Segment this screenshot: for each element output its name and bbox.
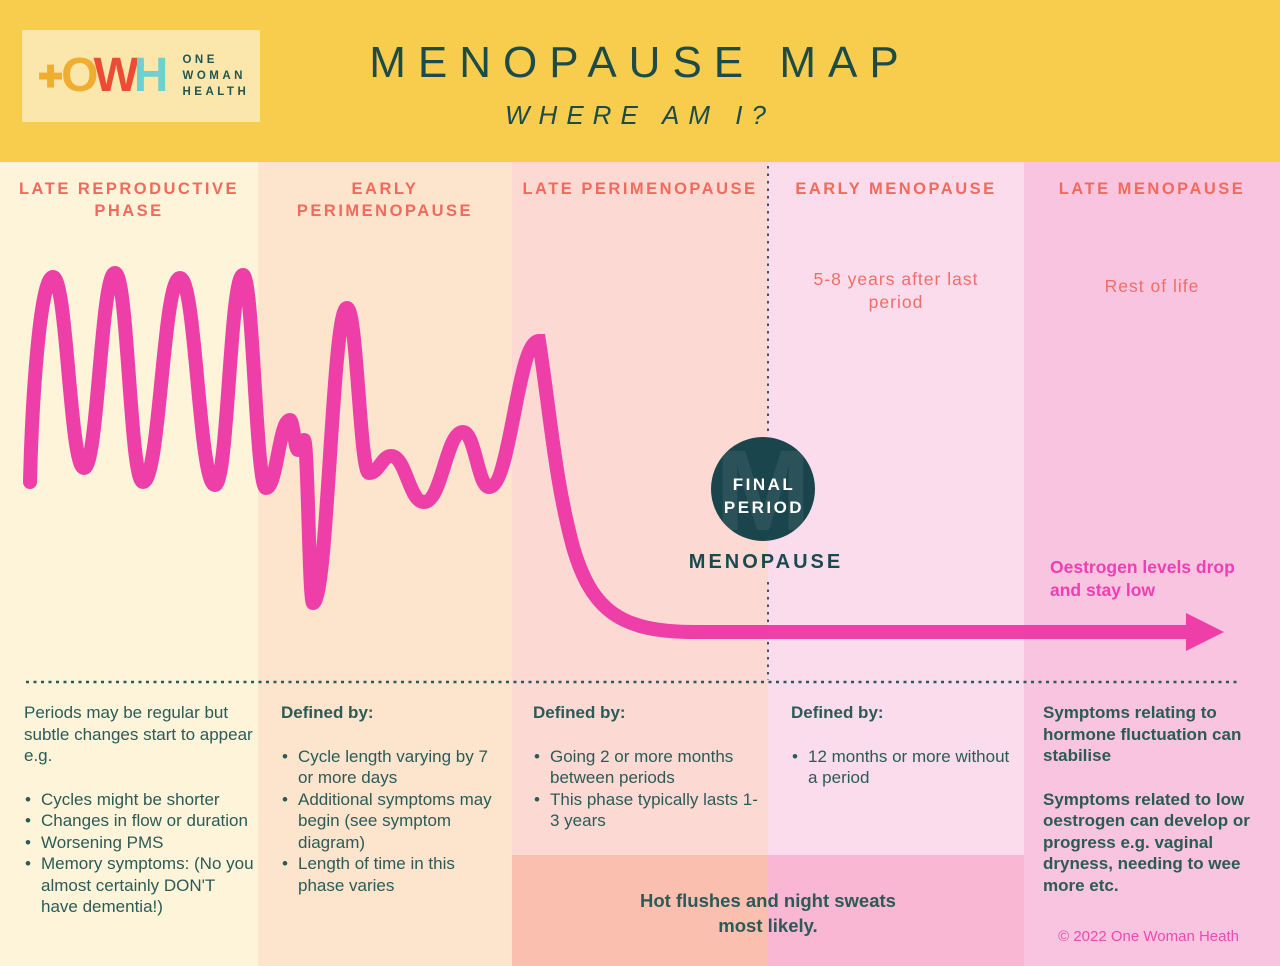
logo-word-woman: WOMAN — [182, 70, 246, 82]
late-menopause-description: Symptoms relating to hormone fluctuation… — [1043, 702, 1267, 918]
column-late-menopause — [1024, 162, 1280, 966]
hot-flushes-text: Hot flushes and night sweats most likely… — [640, 890, 896, 936]
phase-title-early-menopause: EARLY MENOPAUSE — [795, 180, 997, 198]
late-menopause-duration-note: Rest of life — [1104, 276, 1200, 296]
late-menopause-paragraph: Symptoms related to low oestrogen can de… — [1043, 789, 1250, 895]
phase-title-late-reproductive: LATE REPRODUCTIVE PHASE — [18, 180, 240, 220]
hot-flushes-band-right — [768, 855, 1024, 966]
final-period-watermark: M — [715, 427, 811, 555]
early-perimenopause-bullet-list: Cycle length varying by 7 or more days A… — [281, 746, 505, 897]
bullet-item: Memory symptoms: (No you almost certainl… — [24, 853, 254, 918]
early-menopause-bullet-list: 12 months or more without a period — [791, 746, 1015, 789]
bullet-item: Length of time in this phase varies — [281, 853, 505, 896]
early-perimenopause-description: Defined by: Cycle length varying by 7 or… — [281, 702, 505, 896]
menopause-label: MENOPAUSE — [689, 551, 843, 573]
logo-letter-o: O — [61, 49, 98, 102]
wave-arrowhead — [1186, 613, 1224, 651]
late-menopause-paragraph: Symptoms relating to hormone fluctuation… — [1043, 703, 1242, 765]
late-perimenopause-description: Defined by: Going 2 or more months betwe… — [533, 702, 761, 832]
column-late-perimenopause — [512, 162, 768, 966]
bullet-item: Changes in flow or duration — [24, 810, 254, 832]
bullet-item: Cycles might be shorter — [24, 789, 254, 811]
phase-title-late-perimenopause: LATE PERIMENOPAUSE — [522, 180, 758, 198]
bullet-item: This phase typically lasts 1-3 years — [533, 789, 761, 832]
logo-wordmark: ONE WOMAN HEALTH — [182, 54, 249, 98]
final-period-circle — [711, 437, 815, 541]
oestrogen-note: Oestrogen levels drop and stay low — [1050, 557, 1235, 600]
early-menopause-duration-note: 5-8 years after last period — [813, 269, 979, 312]
phase-title-late-menopause: LATE MENOPAUSE — [1058, 180, 1246, 198]
female-symbol-icon: ✚ — [38, 61, 64, 94]
hot-flushes-band-left — [512, 855, 768, 966]
defined-by-heading: Defined by: — [791, 703, 884, 722]
one-woman-health-logo: ✚ O W H ONE WOMAN HEALTH — [22, 30, 260, 122]
page-subtitle: WHERE AM I? — [505, 100, 775, 130]
defined-by-heading: Defined by: — [281, 703, 374, 722]
hot-flushes-note: Hot flushes and night sweats most likely… — [512, 888, 1024, 938]
title-block: MENOPAUSE MAP WHERE AM I? — [0, 38, 1280, 131]
logo-word-one: ONE — [182, 54, 218, 66]
page-title: MENOPAUSE MAP — [369, 38, 911, 87]
defined-by-heading: Defined by: — [533, 703, 626, 722]
logo-letter-w: W — [93, 49, 138, 102]
late-reproductive-intro: Periods may be regular but subtle change… — [24, 703, 253, 765]
early-menopause-description: Defined by: 12 months or more without a … — [791, 702, 1015, 789]
late-reproductive-description: Periods may be regular but subtle change… — [24, 702, 254, 918]
final-period-label-line1: FINAL — [733, 475, 796, 494]
column-early-menopause — [768, 162, 1024, 966]
bullet-item: Additional symptoms may begin (see sympt… — [281, 789, 505, 854]
late-perimenopause-bullet-list: Going 2 or more months between periods T… — [533, 746, 761, 832]
copyright-note: © 2022 One Woman Heath — [1058, 928, 1239, 945]
late-reproductive-bullet-list: Cycles might be shorter Changes in flow … — [24, 789, 254, 918]
header: ✚ O W H ONE WOMAN HEALTH MENOPAUSE MAP W… — [0, 0, 1280, 162]
final-period-label-line2: PERIOD — [724, 498, 804, 517]
bullet-item: Cycle length varying by 7 or more days — [281, 746, 505, 789]
phase-title-early-perimenopause: EARLY PERIMENOPAUSE — [296, 180, 474, 220]
oestrogen-wave-line — [23, 265, 1197, 639]
logo-word-health: HEALTH — [182, 86, 250, 98]
bullet-item: 12 months or more without a period — [791, 746, 1015, 789]
logo-mark: ✚ O W H — [38, 52, 168, 100]
logo-letter-h: H — [133, 49, 169, 102]
bullet-item: Worsening PMS — [24, 832, 254, 854]
bullet-item: Going 2 or more months between periods — [533, 746, 761, 789]
